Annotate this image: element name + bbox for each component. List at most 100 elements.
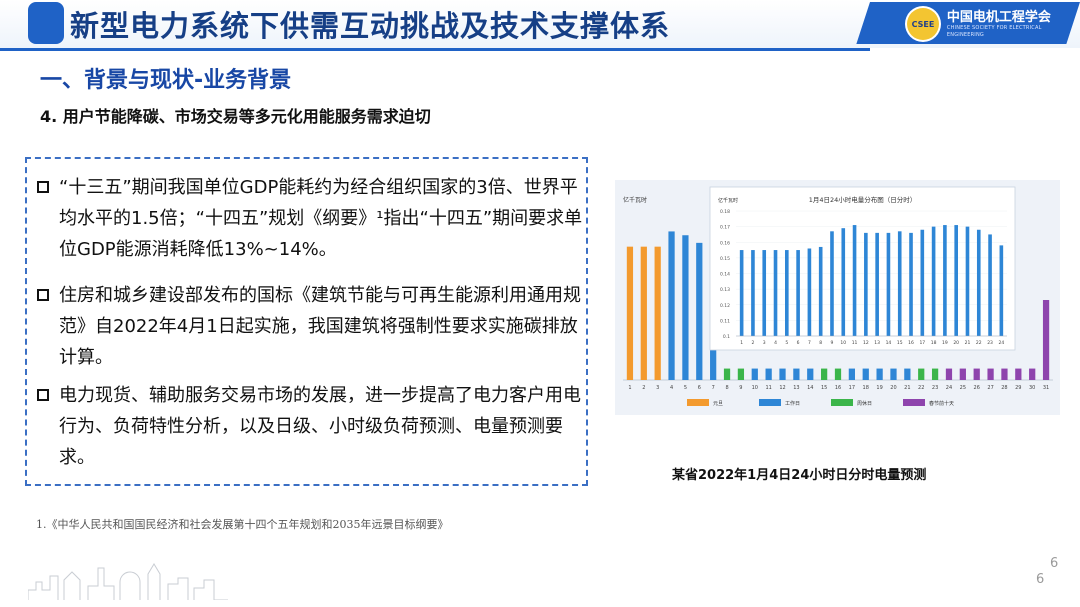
main-x-tick: 19 [876,385,882,391]
city-skyline-icon [28,563,228,600]
main-bar [793,368,800,380]
main-bar [973,368,980,380]
main-x-tick: 25 [960,385,966,391]
inset-title: 1月4日24小时电量分布图（日分时） [809,195,917,204]
bullet-text: 住房和城乡建设部发布的国标《建筑节能与可再生能源利用通用规范》自2022年4月1… [59,285,581,368]
section-heading: 一、背景与现状-业务背景 [40,68,292,93]
inset-bar [965,226,970,336]
inset-x-tick: 21 [965,340,971,346]
inset-bar [909,232,913,336]
sub-heading: 4. 用户节能降碳、市场交易等多元化用能服务需求迫切 [40,107,431,126]
inset-bar [864,232,868,336]
inset-bar [988,234,992,336]
checkbox-square-icon [37,289,49,301]
main-x-tick: 10 [752,385,758,391]
main-x-tick: 13 [793,385,799,391]
slide-title: 新型电力系统下供需互动挑战及技术支撑体系 [70,9,671,43]
main-x-tick: 2 [642,385,645,391]
inset-ylabel: 亿千瓦时 [718,197,738,204]
inset-y-tick: 0.14 [720,272,730,278]
inset-x-tick: 6 [797,340,800,346]
legend-swatch [759,399,781,406]
legend-label: 工作日 [785,400,800,407]
csee-logo-icon: CSEE [905,6,941,42]
chart-caption: 某省2022年1月4日24小时日分时电量预测 [672,468,927,483]
main-ylabel: 亿千瓦时 [623,196,647,204]
main-bar [834,368,842,380]
inset-bar [897,231,902,336]
main-x-tick: 28 [1001,385,1007,391]
page-number: 6 [1050,556,1059,571]
main-x-tick: 9 [739,385,742,391]
main-bar [640,246,647,380]
main-bar [682,235,689,380]
inset-x-tick: 2 [752,340,755,346]
main-bar [1029,368,1036,380]
inset-x-tick: 4 [774,340,777,346]
logo-text: CSEE [911,19,935,29]
content-box: “十三五”期间我国单位GDP能耗约为经合组织国家的3倍、世界平均水平的1.5倍；… [25,157,588,486]
inset-bar [796,250,800,336]
main-x-tick: 29 [1015,385,1021,391]
inset-x-tick: 5 [785,340,788,346]
main-bar [737,368,745,380]
main-bar [918,368,925,380]
inset-bar [818,246,823,336]
main-x-tick: 24 [946,385,952,391]
main-x-tick: 31 [1043,385,1049,391]
main-x-tick: 21 [904,385,910,391]
inset-bar [999,245,1004,336]
inset-bar [852,225,857,336]
main-x-tick: 17 [849,385,855,391]
main-x-tick: 26 [974,385,980,391]
main-bar [1042,300,1050,380]
chart-legend: 元旦 工作日 周休日 春节前十天 [687,399,954,407]
inset-bar [830,231,834,336]
main-x-tick: 22 [918,385,924,391]
main-x-tick: 12 [779,385,785,391]
main-bar [723,368,731,380]
main-x-tick: 18 [863,385,869,391]
main-bar [931,368,939,380]
main-bar [848,368,855,380]
main-bar [807,368,814,380]
org-name-en: CHINESE SOCIETY FOR ELECTRICAL ENGINEERI… [946,24,1042,38]
inset-bar [773,250,778,336]
main-bar [862,368,869,380]
inset-x-tick: 9 [831,340,834,346]
inset-y-tick: 0.16 [720,240,730,246]
inset-bar [785,250,789,336]
main-bar [751,368,758,380]
main-bar [959,368,966,380]
main-x-tick: 6 [698,385,701,391]
legend-swatch [831,399,853,406]
main-x-tick: 4 [670,385,673,391]
inset-y-tick: 0.13 [720,287,730,293]
inset-chart: 1月4日24小时电量分布图（日分时）亿千瓦时0.180.170.160.150.… [709,186,1016,351]
title-underline [0,48,870,51]
inset-x-tick: 1 [740,340,743,346]
legend-label: 元旦 [713,401,723,407]
bullet-text: “十三五”期间我国单位GDP能耗约为经合组织国家的3倍、世界平均水平的1.5倍；… [59,177,583,260]
inset-bar [739,250,744,336]
inset-x-tick: 13 [874,340,880,346]
legend-label: 春节前十天 [929,400,954,407]
title-accent [28,2,64,44]
chart-figure: 亿千瓦时 1 2 3 4 5 6 7 8 9 10 11 12 13 14 15 16 17 18 19 20 21 22 2… [615,180,1060,415]
main-bar [876,368,883,380]
inset-x-tick: 15 [897,340,903,346]
inset-x-tick: 19 [942,340,948,346]
inset-bar [886,232,891,336]
inset-x-tick: 8 [819,340,822,346]
bullet-text: 电力现货、辅助服务交易市场的发展，进一步提高了电力客户用电行为、负荷特性分析，以… [59,385,581,468]
inset-x-tick: 18 [931,340,937,346]
main-x-tick: 30 [1029,385,1035,391]
main-x-tick: 14 [807,385,813,391]
inset-bar [920,229,925,336]
main-x-tick: 3 [656,385,659,391]
bullet-item: 住房和城乡建设部发布的国标《建筑节能与可再生能源利用通用规范》自2022年4月1… [37,280,589,373]
inset-x-tick: 14 [886,340,892,346]
checkbox-square-icon [37,181,49,193]
inset-x-tick: 11 [852,340,858,346]
